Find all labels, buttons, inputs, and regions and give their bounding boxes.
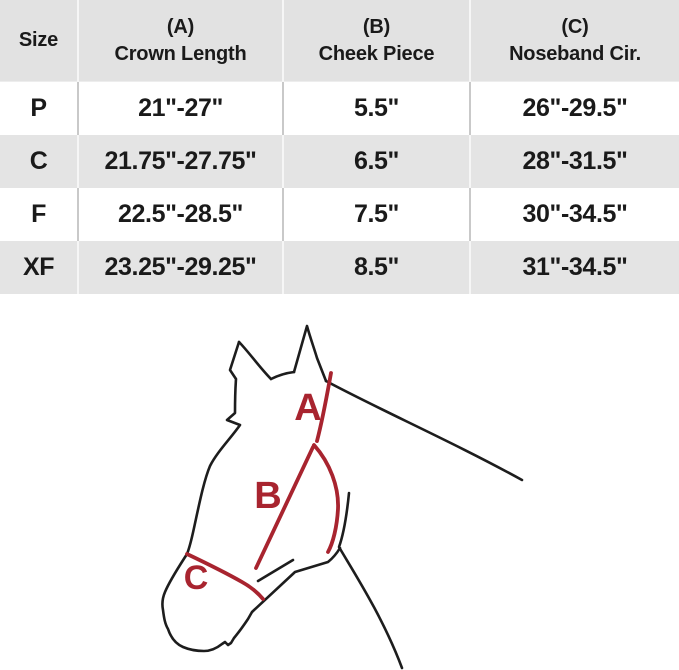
- horse-face-outline-path: [161, 340, 342, 652]
- header-cheek-label: Cheek Piece: [318, 42, 435, 65]
- header-crown-code: (A): [166, 16, 195, 39]
- halter-noseband-strap-path: [185, 551, 265, 601]
- size-cell: P: [0, 81, 79, 135]
- size-cell: XF: [0, 240, 79, 294]
- cheek-piece-cell: 7.5": [283, 187, 471, 241]
- cheek-piece-cell: 6.5": [283, 134, 471, 188]
- header-crown-length: (A) Crown Length: [78, 0, 284, 82]
- size-chart-table: Size (A) Crown Length (B) Cheek Piece (C…: [0, 0, 679, 294]
- table-row-size-c: C 21.75"-27.75" 6.5" 28"-31.5": [0, 134, 679, 188]
- measurement-diagram: A B C: [0, 294, 679, 670]
- noseband-cell: 31"-34.5": [522, 252, 628, 281]
- halter-jowl-strap-path: [312, 442, 340, 554]
- crown-length-cell: 21"-27": [78, 81, 284, 135]
- horse-head-diagram: A B C: [161, 324, 524, 669]
- label-cheek-b: B: [254, 475, 281, 517]
- noseband-cell: 28"-31.5": [522, 146, 628, 175]
- size-cell: C: [0, 134, 79, 188]
- crown-length-cell: 23.25"-29.25": [78, 240, 284, 294]
- horse-neck-top-path: [324, 379, 524, 481]
- noseband-cell: 30"-34.5": [522, 199, 628, 228]
- halter-cheek-strap-path: [254, 444, 315, 570]
- table-row-size-f: F 22.5"-28.5" 7.5" 30"-34.5": [0, 187, 679, 241]
- cheek-piece-cell: 5.5": [283, 81, 471, 135]
- header-row: Size (A) Crown Length (B) Cheek Piece (C…: [0, 0, 679, 82]
- cheek-piece-cell: 8.5": [283, 240, 471, 294]
- header-cheek-code: (B): [362, 16, 391, 39]
- horse-mouth-path: [256, 558, 295, 582]
- size-cell: F: [0, 187, 79, 241]
- horse-far-ear-path: [237, 340, 273, 380]
- table-row-size-p: P 21"-27" 5.5" 26"-29.5": [0, 81, 679, 135]
- header-noseband-label: Noseband Cir.: [509, 42, 641, 65]
- header-cheek-piece: (B) Cheek Piece: [283, 0, 471, 82]
- header-size: Size: [0, 0, 79, 82]
- header-noseband-cir: (C) Noseband Cir.: [470, 0, 679, 82]
- horse-jowl-neck-path: [337, 491, 404, 669]
- label-noseband-c: C: [184, 559, 209, 597]
- label-crown-a: A: [294, 387, 321, 429]
- horse-near-ear-path: [292, 324, 328, 382]
- header-noseband-code: (C): [561, 16, 589, 39]
- header-crown-label: Crown Length: [114, 42, 247, 65]
- noseband-cell: 26"-29.5": [522, 93, 628, 122]
- horse-between-ears-path: [269, 370, 296, 380]
- crown-length-cell: 21.75"-27.75": [78, 134, 284, 188]
- halter-crown-strap-path: [315, 370, 333, 443]
- crown-length-cell: 22.5"-28.5": [78, 187, 284, 241]
- table-row-size-xf: XF 23.25"-29.25" 8.5" 31"-34.5": [0, 240, 679, 294]
